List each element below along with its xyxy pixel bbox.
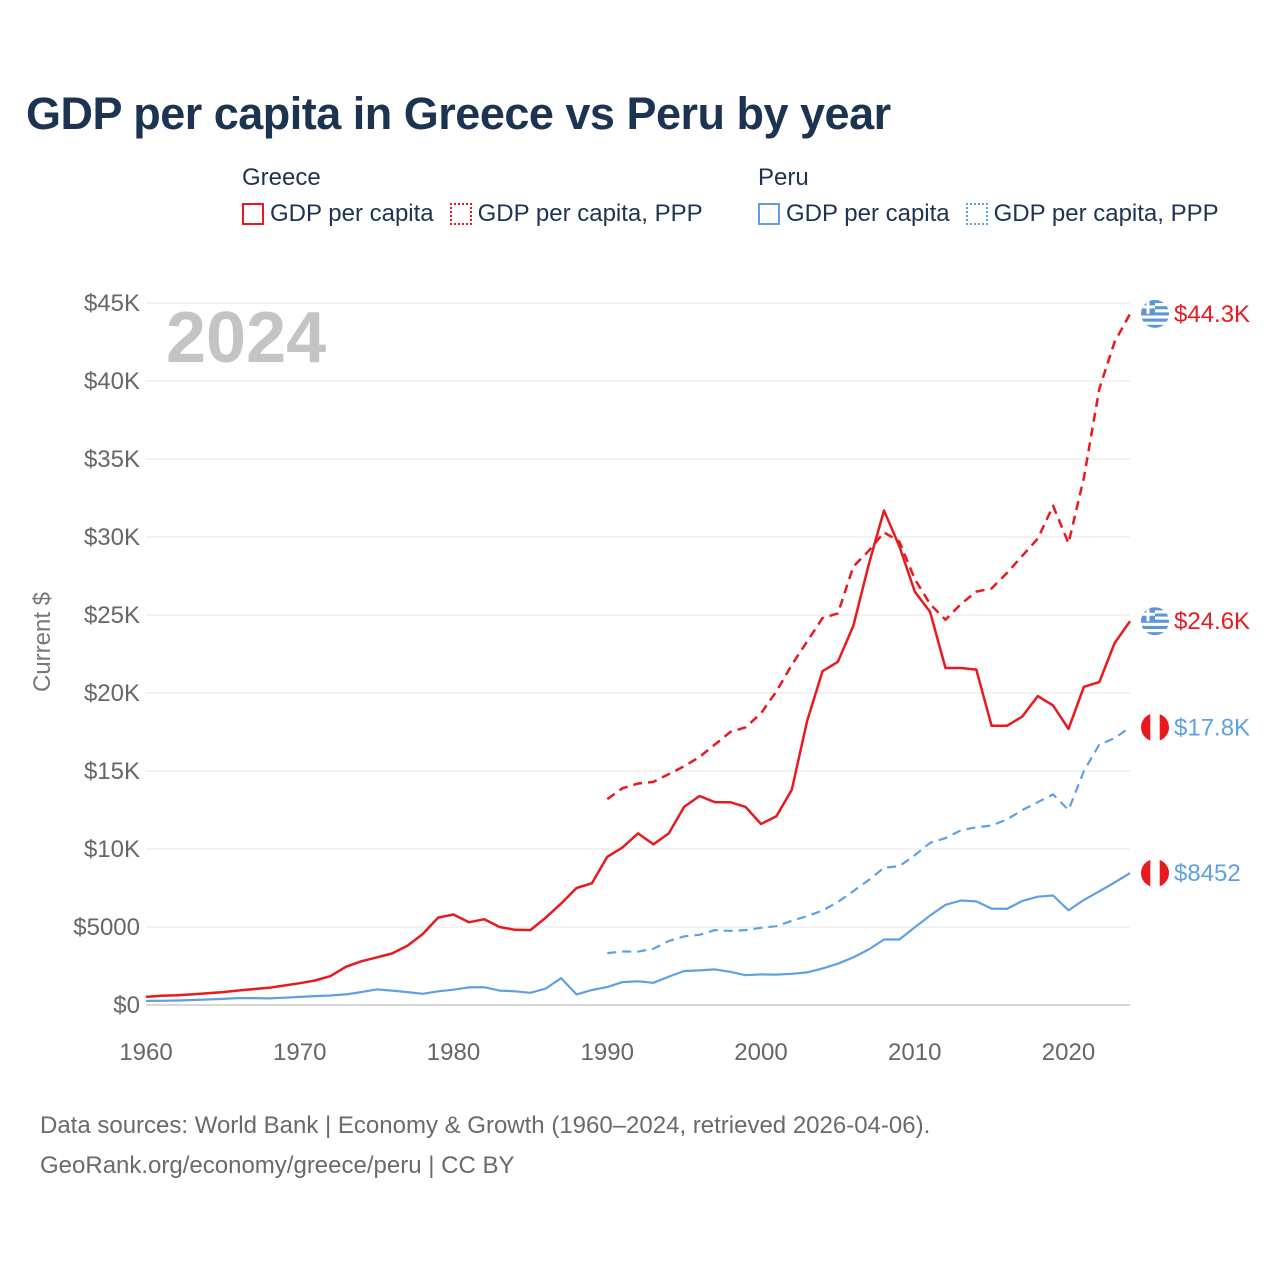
peru-flag-icon (1141, 859, 1169, 888)
legend-label: GDP per capita, PPP (993, 200, 1219, 227)
y-tick-label: $25K (84, 602, 140, 629)
x-tick-label: 1960 (119, 1039, 172, 1066)
chart-title: GDP per capita in Greece vs Peru by year (26, 88, 891, 139)
y-tick-label: $10K (84, 836, 140, 863)
y-tick-label: $20K (84, 680, 140, 707)
y-tick-label: $45K (84, 290, 140, 317)
x-tick-label: 1970 (273, 1039, 326, 1066)
legend-swatch-solid-icon (242, 203, 264, 225)
legend-group-title-peru: Peru (758, 164, 809, 191)
legend-group-title-greece: Greece (242, 164, 321, 191)
legend-label: GDP per capita, PPP (477, 200, 703, 227)
legend-group-peru: Peru GDP per capita GDP per capita, PPP (758, 160, 1219, 228)
x-tick-label: 2010 (888, 1039, 941, 1066)
y-tick-label: $35K (84, 446, 140, 473)
x-tick-label: 1980 (427, 1039, 480, 1066)
y-tick-label: $30K (84, 524, 140, 551)
series-line-peru-gdp-per-capita[interactable] (145, 872, 1131, 1003)
legend-label: GDP per capita (270, 200, 434, 227)
end-value-label: $24.6K (1174, 608, 1250, 635)
year-watermark: 2024 (166, 298, 326, 378)
legend-item-peru-gdp-ppp[interactable]: GDP per capita, PPP (965, 200, 1219, 228)
y-tick-label: $5000 (73, 914, 140, 941)
legend-label: GDP per capita (786, 200, 950, 227)
end-value-label: $8452 (1174, 860, 1241, 887)
y-axis-title: Current $ (29, 592, 56, 692)
y-tick-label: $0 (113, 992, 140, 1019)
series-line-greece-gdp-per-capita[interactable] (145, 509, 1132, 999)
peru-flag-icon (1141, 713, 1169, 742)
y-tick-label: $40K (84, 368, 140, 395)
series-line-peru-gdp-per-capita-ppp[interactable] (607, 726, 1131, 955)
x-tick-label: 1990 (581, 1039, 634, 1066)
end-value-label: $17.8K (1174, 714, 1250, 741)
greece-flag-icon (1141, 299, 1169, 328)
legend-swatch-dotted-icon (449, 203, 472, 225)
greece-flag-icon (1141, 607, 1169, 636)
source-link[interactable]: GeoRank.org/economy/greece/peru | CC BY (40, 1152, 515, 1179)
sources-text: Data sources: World Bank | Economy & Gro… (40, 1112, 931, 1139)
legend-swatch-dotted-icon (965, 203, 988, 225)
legend-item-greece-gdp[interactable]: GDP per capita (242, 200, 434, 228)
legend-item-greece-gdp-ppp[interactable]: GDP per capita, PPP (449, 200, 703, 228)
end-value-label: $44.3K (1174, 301, 1250, 328)
legend-swatch-solid-icon (758, 203, 780, 225)
series-line-greece-gdp-per-capita-ppp[interactable] (606, 313, 1132, 801)
data-sources: Data sources: World Bank | Economy & Gro… (40, 1106, 930, 1186)
y-tick-label: $15K (84, 758, 140, 785)
x-tick-label: 2020 (1042, 1039, 1095, 1066)
x-tick-label: 2000 (734, 1039, 787, 1066)
legend-group-greece: Greece GDP per capita GDP per capita, PP… (242, 160, 703, 228)
legend-item-peru-gdp[interactable]: GDP per capita (758, 200, 950, 228)
